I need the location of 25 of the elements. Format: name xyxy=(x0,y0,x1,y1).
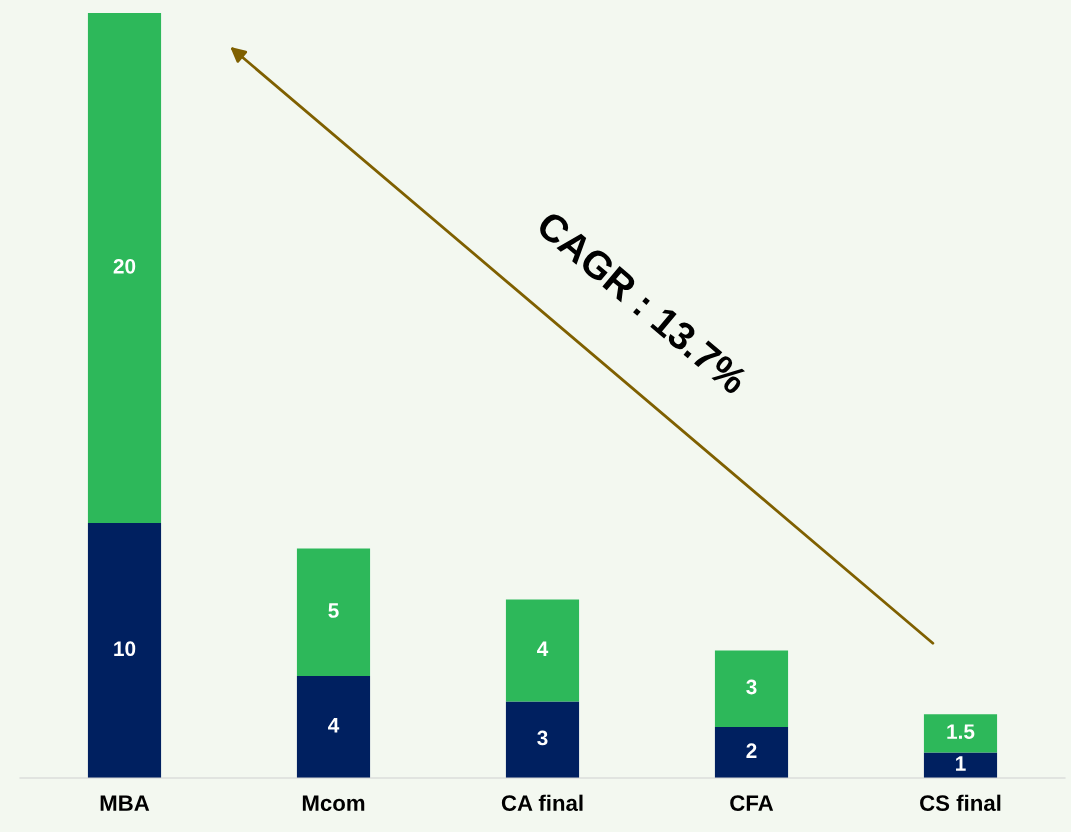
x-tick-label: CS final xyxy=(920,794,1001,811)
data-label: 4 xyxy=(328,718,340,733)
bar xyxy=(87,13,162,524)
data-label: 3 xyxy=(537,730,548,746)
bar xyxy=(296,676,371,778)
bar xyxy=(923,752,998,778)
data-label: 4 xyxy=(537,641,549,656)
data-label: 1.5 xyxy=(947,724,975,739)
x-tick-label: MBA xyxy=(100,795,150,811)
bar xyxy=(714,650,789,727)
x-tick-label: CA final xyxy=(501,794,583,811)
bar xyxy=(714,727,789,778)
bar xyxy=(296,548,371,677)
data-label: 2 xyxy=(746,743,757,758)
bar xyxy=(923,714,998,753)
x-tick-label: Mcom xyxy=(302,795,365,811)
bar xyxy=(505,599,580,702)
data-label: 1 xyxy=(956,756,966,771)
data-label: 20 xyxy=(113,258,136,274)
bar xyxy=(87,523,162,778)
data-label: 5 xyxy=(328,603,339,618)
data-label: 10 xyxy=(114,641,136,657)
data-label: 3 xyxy=(746,679,757,695)
x-tick-label: CFA xyxy=(730,795,774,811)
bar xyxy=(505,701,580,778)
